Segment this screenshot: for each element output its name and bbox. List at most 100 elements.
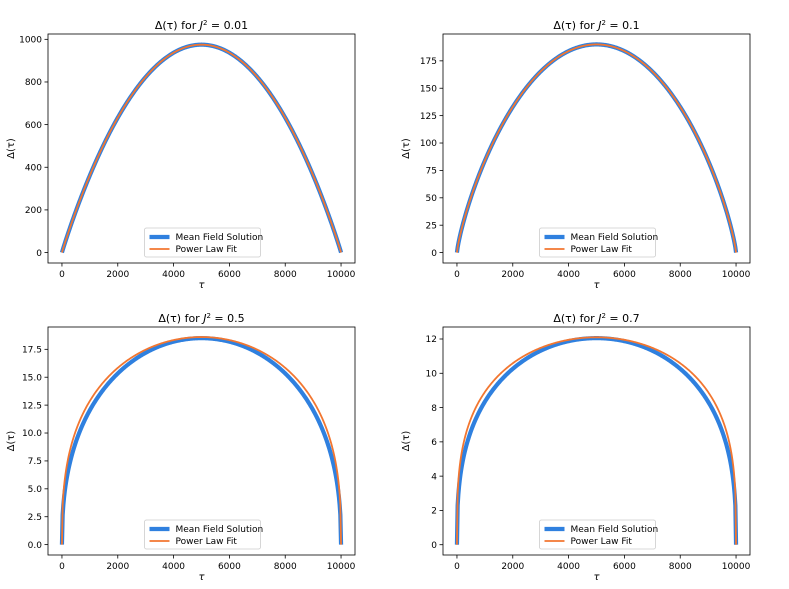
x-tick-label: 4000: [162, 270, 185, 280]
x-tick-label: 8000: [669, 270, 692, 280]
y-tick-label: 25: [426, 221, 437, 231]
x-axis-label: τ: [198, 280, 205, 291]
x-axis-label: τ: [593, 572, 600, 583]
y-tick-label: 12.5: [22, 401, 42, 411]
y-tick-label: 0: [36, 249, 42, 259]
x-tick-label: 0: [59, 562, 65, 572]
subplot-1: Δ(τ) for J2 = 0.010 2000 4000 6000 8000 10000…: [6, 19, 356, 291]
x-tick-label: 8000: [274, 562, 297, 572]
legend: Mean Field Solution Power Law Fit: [144, 519, 264, 550]
subplot-3: Δ(τ) for J2 = 0.5 0 2000 4000 6000 8000 10000 0…: [6, 312, 356, 583]
y-tick-label: 17.5: [22, 346, 42, 356]
y-tick-label: 200: [25, 206, 42, 216]
x-tick-label: 2000: [501, 562, 524, 572]
x-tick-label: 10000: [327, 270, 356, 280]
title-part-suffix: = 0.5: [211, 312, 245, 325]
legend-box: [144, 519, 261, 550]
legend-box: [539, 519, 656, 550]
x-tick-label: 6000: [613, 270, 636, 280]
y-tick-label: 8: [431, 404, 437, 414]
x-axis-label: τ: [198, 572, 205, 583]
title-part-J: J: [201, 312, 206, 325]
legend-box: [144, 227, 261, 258]
x-tick-label: 2000: [106, 562, 129, 572]
y-tick-label: 5.0: [28, 485, 43, 495]
chart-title: Δ(τ) for J2 = 0.5: [158, 312, 244, 325]
legend: Mean Field Solution Power Law Fit: [539, 227, 658, 258]
x-tick-label: 6000: [613, 562, 636, 572]
y-tick-label: 175: [420, 57, 437, 67]
legend-label: Mean Field Solution: [176, 233, 264, 243]
y-axis-label: Δ(τ): [401, 431, 412, 452]
series-line-mean-field: [59, 336, 344, 545]
plot-frame: [442, 33, 751, 264]
x-tick-label: 4000: [162, 562, 185, 572]
title-part-J: J: [198, 19, 203, 32]
x-tick-label: 4000: [557, 562, 580, 572]
legend-label: Mean Field Solution: [176, 525, 264, 535]
title-part-prefix: Δ(τ) for: [158, 312, 203, 325]
y-tick-label: 0.0: [28, 541, 43, 551]
y-tick-label: 75: [426, 167, 437, 177]
y-tick-label: 10: [426, 369, 438, 379]
legend: Mean Field Solution Power Law Fit: [539, 519, 659, 550]
y-tick-label: 600: [25, 121, 42, 131]
x-tick-label: 10000: [327, 562, 356, 572]
title-part-prefix: Δ(τ) for: [553, 19, 598, 32]
title-part-exp: 2: [601, 312, 605, 320]
plot-frame: [442, 326, 751, 556]
chart-title: Δ(τ) for J2 = 0.7: [553, 312, 639, 325]
title-part-J: J: [596, 312, 601, 325]
title-part-exp: 2: [601, 19, 605, 27]
title-part-exp: 2: [206, 312, 210, 320]
series-line-mean-field: [454, 336, 739, 545]
subplot-2: Δ(τ) for J2 = 0.1 0 2000 4000 6000 8000 10000 0…: [401, 19, 751, 291]
x-tick-label: 10000: [722, 270, 751, 280]
y-tick-label: 0: [431, 541, 437, 551]
y-tick-label: 1000: [19, 36, 42, 46]
y-tick-label: 400: [25, 163, 42, 173]
y-tick-label: 15.0: [22, 373, 42, 383]
y-tick-label: 6: [431, 438, 437, 448]
y-axis-label: Δ(τ): [6, 138, 17, 159]
x-tick-label: 2000: [106, 270, 129, 280]
x-tick-label: 0: [454, 562, 460, 572]
legend-label: Power Law Fit: [571, 537, 633, 547]
x-tick-label: 0: [59, 270, 65, 280]
y-tick-label: 125: [420, 112, 437, 122]
x-tick-label: 6000: [218, 270, 241, 280]
y-tick-label: 7.5: [28, 457, 42, 467]
chart-title: Δ(τ) for J2 = 0.1: [553, 19, 639, 32]
x-tick-label: 2000: [501, 270, 524, 280]
y-tick-label: 0: [431, 249, 437, 259]
y-tick-label: 50: [426, 194, 438, 204]
series-line-power-law: [61, 336, 342, 545]
legend-box: [539, 227, 656, 258]
series-line-power-law: [456, 336, 737, 545]
chart-title: Δ(τ) for J2 = 0.01: [155, 19, 248, 32]
subplot-4: Δ(τ) for J2 = 0.7 0 2000 4000 6000 8000 10000 0…: [401, 312, 751, 583]
x-tick-label: 4000: [557, 270, 580, 280]
x-axis-label: τ: [593, 280, 600, 291]
title-part-prefix: Δ(τ) for: [553, 312, 598, 325]
x-tick-label: 8000: [669, 562, 692, 572]
y-tick-label: 100: [420, 139, 437, 149]
series-line-mean-field: [454, 42, 739, 253]
title-part-J: J: [596, 19, 601, 32]
x-tick-label: 10000: [722, 562, 751, 572]
legend-label: Mean Field Solution: [571, 525, 659, 535]
y-tick-label: 4: [431, 472, 437, 482]
legend-label: Power Law Fit: [176, 537, 238, 547]
x-tick-label: 8000: [274, 270, 297, 280]
y-axis-label: Δ(τ): [6, 431, 17, 452]
y-tick-label: 12: [426, 335, 437, 345]
plot-frame: [47, 326, 356, 556]
y-tick-label: 800: [25, 78, 42, 88]
x-tick-label: 0: [454, 270, 460, 280]
y-tick-label: 2: [431, 507, 437, 517]
title-part-suffix: = 0.01: [207, 19, 248, 32]
y-tick-label: 150: [420, 84, 437, 94]
legend-label: Power Law Fit: [571, 245, 633, 255]
y-tick-label: 10.0: [22, 429, 42, 439]
